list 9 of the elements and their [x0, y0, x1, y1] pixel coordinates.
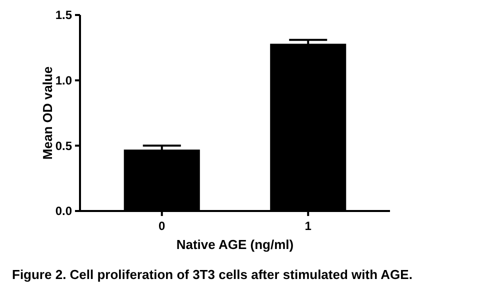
- y-axis-title: Mean OD value: [40, 66, 55, 160]
- x-tick-label: 0: [158, 219, 166, 233]
- x-tick-label: 1: [304, 219, 312, 233]
- x-axis-title: Native AGE (ng/ml): [176, 237, 294, 252]
- y-tick-label: 1.0: [55, 74, 72, 88]
- y-tick-label: 0.5: [55, 138, 72, 153]
- y-tick-label: 0.0: [55, 204, 72, 218]
- text: Figure 2. Cell proliferation of 3T3 cells after stimulated with AGE.: [12, 267, 412, 282]
- y-tick-label: 1.5: [55, 8, 72, 22]
